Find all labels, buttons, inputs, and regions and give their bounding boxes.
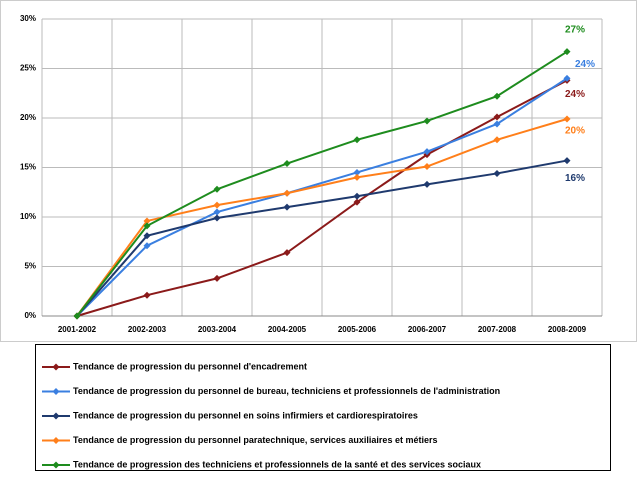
legend-label: Tendance de progression des techniciens … <box>73 459 481 469</box>
point-marker <box>283 249 291 257</box>
y-tick-label: 20% <box>20 113 36 122</box>
legend-marker <box>52 461 60 469</box>
series-line <box>76 79 568 317</box>
series-line <box>76 118 568 317</box>
point-marker <box>143 291 151 299</box>
point-marker <box>493 136 501 144</box>
point-marker <box>353 168 361 176</box>
legend-label: Tendance de progression du personnel de … <box>73 386 500 396</box>
x-tick-label: 2002-2003 <box>128 325 167 334</box>
legend-marker <box>52 412 60 420</box>
point-marker <box>563 48 571 56</box>
y-tick-label: 25% <box>20 64 36 73</box>
legend-marker <box>52 437 60 444</box>
legend-label: Tendance de progression du personnel en … <box>73 410 418 420</box>
point-marker <box>73 312 81 320</box>
data-label: 27% <box>565 24 585 35</box>
point-marker <box>423 163 431 171</box>
point-marker <box>423 148 431 156</box>
point-marker <box>213 208 221 216</box>
point-marker <box>563 115 571 123</box>
point-marker <box>353 198 361 206</box>
y-tick-label: 0% <box>24 311 36 320</box>
point-marker <box>563 157 571 165</box>
x-tick-label: 2003-2004 <box>198 325 237 334</box>
x-tick-label: 2007-2008 <box>478 325 517 334</box>
x-tick-label: 2008-2009 <box>548 325 587 334</box>
point-marker <box>213 274 221 282</box>
data-label: 20% <box>565 126 585 137</box>
legend-frame <box>35 344 611 471</box>
point-marker <box>143 232 151 240</box>
point-marker <box>213 185 221 193</box>
legend-marker <box>52 363 60 371</box>
data-label: 16% <box>565 173 585 184</box>
chart-frame <box>0 0 637 342</box>
legend-label: Tendance de progression du personnel par… <box>73 435 437 445</box>
data-label: 24% <box>565 89 585 100</box>
point-marker <box>563 74 571 82</box>
y-tick-label: 10% <box>20 212 36 221</box>
point-marker <box>213 214 221 222</box>
point-marker <box>353 192 361 200</box>
series-line <box>76 159 568 317</box>
y-tick-label: 30% <box>20 14 36 23</box>
legend-label: Tendance de progression du personnel d'e… <box>73 361 307 371</box>
point-marker <box>423 117 431 125</box>
series-line <box>76 50 568 317</box>
point-marker <box>493 120 501 128</box>
legend-marker <box>52 388 60 395</box>
x-tick-label: 2001-2002 <box>58 325 97 334</box>
point-marker <box>353 173 361 181</box>
point-marker <box>143 222 151 230</box>
point-marker <box>283 160 291 168</box>
point-marker <box>143 217 151 225</box>
point-marker <box>423 180 431 188</box>
data-label: 24% <box>575 59 595 70</box>
x-tick-label: 2004-2005 <box>268 325 307 334</box>
point-marker <box>493 113 501 121</box>
point-marker <box>353 136 361 144</box>
point-marker <box>283 189 291 197</box>
y-tick-label: 5% <box>24 262 36 271</box>
point-marker <box>283 203 291 211</box>
point-marker <box>493 92 501 100</box>
x-tick-label: 2005-2006 <box>338 325 377 334</box>
y-tick-label: 15% <box>20 163 36 172</box>
point-marker <box>213 201 221 209</box>
point-marker <box>143 242 151 250</box>
point-marker <box>493 169 501 177</box>
series-line <box>76 77 568 317</box>
x-tick-label: 2006-2007 <box>408 325 447 334</box>
